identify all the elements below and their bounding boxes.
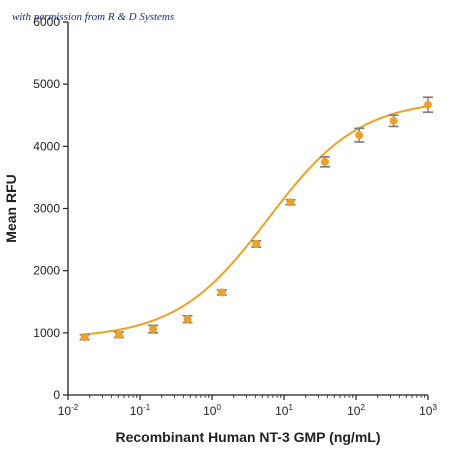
data-point bbox=[319, 156, 330, 168]
point-marker bbox=[389, 116, 398, 125]
data-points bbox=[79, 96, 433, 342]
x-tick-label: 100 bbox=[203, 403, 221, 418]
y-axis-ticks: 0 1000 2000 3000 4000 5000 6000 bbox=[33, 15, 68, 402]
data-point bbox=[79, 333, 90, 342]
x-axis-title: Recombinant Human NT-3 GMP (ng/mL) bbox=[116, 429, 381, 445]
data-point bbox=[148, 324, 159, 334]
y-tick-label: 1000 bbox=[33, 326, 60, 340]
point-marker bbox=[355, 131, 364, 140]
point-marker bbox=[424, 100, 432, 109]
x-tick-label: 102 bbox=[347, 403, 365, 418]
point-marker bbox=[114, 330, 123, 339]
point-marker bbox=[149, 325, 158, 334]
y-tick-label: 0 bbox=[53, 388, 60, 402]
y-axis-title: Mean RFU bbox=[3, 174, 19, 242]
y-tick-label: 4000 bbox=[33, 139, 60, 153]
point-marker bbox=[320, 157, 329, 166]
point-marker bbox=[217, 288, 226, 297]
point-marker bbox=[80, 333, 89, 342]
fit-curve bbox=[84, 105, 429, 336]
point-marker bbox=[183, 315, 192, 324]
y-tick-label: 6000 bbox=[33, 15, 60, 29]
data-point bbox=[182, 314, 193, 324]
data-point bbox=[285, 198, 296, 207]
data-point bbox=[113, 330, 124, 339]
data-point bbox=[251, 239, 262, 248]
x-tick-label: 10-1 bbox=[130, 403, 151, 418]
x-axis-ticks: 10-2 10-1 100 101 102 103 bbox=[58, 395, 437, 418]
watermark-text: with permission from R & D Systems bbox=[12, 11, 174, 23]
y-tick-label: 5000 bbox=[33, 77, 60, 91]
point-marker bbox=[286, 198, 295, 207]
x-tick-label: 103 bbox=[419, 403, 437, 418]
data-point bbox=[216, 288, 227, 297]
y-tick-label: 3000 bbox=[33, 202, 60, 216]
data-point bbox=[388, 114, 399, 128]
point-marker bbox=[252, 239, 261, 248]
x-tick-label: 101 bbox=[275, 403, 293, 418]
data-point bbox=[423, 96, 433, 113]
data-point bbox=[354, 127, 365, 143]
y-tick-label: 2000 bbox=[33, 264, 60, 278]
x-tick-label: 10-2 bbox=[58, 403, 79, 418]
